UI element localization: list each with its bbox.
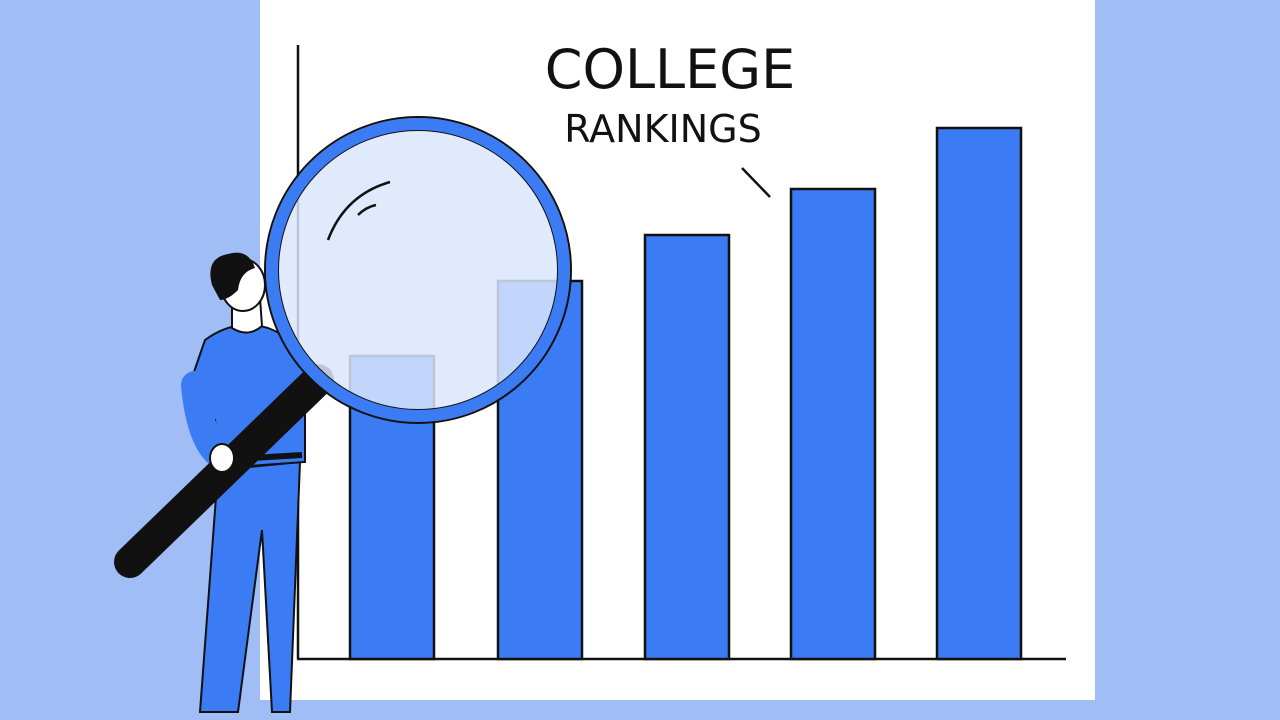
title: COLLEGE (545, 38, 795, 101)
lens (277, 129, 559, 411)
rim (266, 118, 570, 422)
bar (643, 233, 731, 661)
pointer-line (741, 167, 771, 198)
hand (209, 443, 235, 473)
glint (357, 203, 377, 216)
glint (326, 180, 391, 241)
magnifier (114, 116, 572, 578)
subtitle: RANKINGS (564, 107, 761, 151)
hair (210, 252, 255, 300)
bar (789, 187, 877, 661)
bar (935, 126, 1023, 661)
rim-outline (264, 116, 572, 424)
